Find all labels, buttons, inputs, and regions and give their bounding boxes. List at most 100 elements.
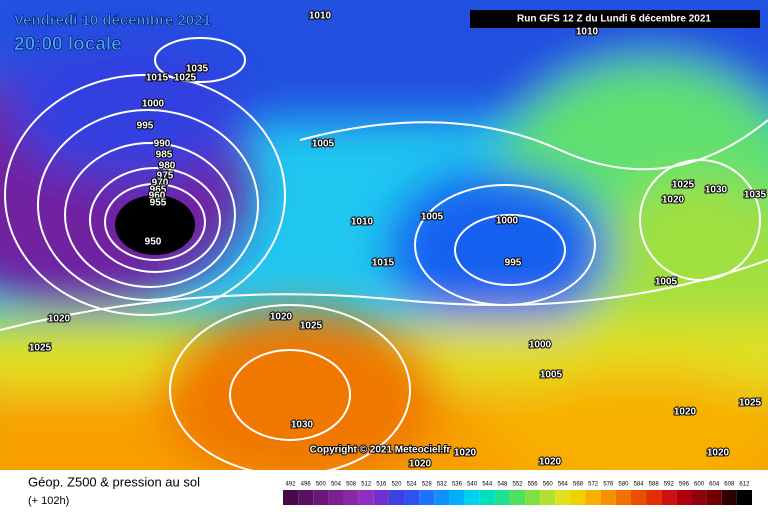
date: Vendredi 10 décembre 2021: [14, 12, 211, 29]
scale-cell: [313, 490, 329, 505]
scale-label: 552: [512, 482, 523, 488]
scale-label: 540: [467, 482, 478, 488]
scale-cell: [691, 490, 707, 505]
scale-label: 560: [543, 482, 554, 488]
isobar-label: 1025: [174, 73, 197, 84]
scale-cell: [600, 490, 616, 505]
scale-label: 524: [407, 482, 418, 488]
scale-label: 504: [331, 482, 342, 488]
isobar-label: 995: [505, 258, 522, 269]
isobar-label: 1005: [655, 277, 678, 288]
scale-label: 608: [724, 482, 735, 488]
scale-label: 492: [286, 482, 297, 488]
isobar-label: 950: [145, 237, 162, 248]
scale-label: 580: [618, 482, 629, 488]
isobar-label: 960: [149, 191, 166, 202]
scale-cell: [646, 490, 662, 505]
scale-cell: [449, 490, 465, 505]
footer-title: Géop. Z500 & pression au sol: [28, 474, 200, 489]
isobar-label: 1010: [309, 11, 332, 22]
isobar-label: 965: [150, 185, 167, 196]
isobar-label: 990: [154, 139, 171, 150]
isobar-label: 975: [157, 171, 174, 182]
isobar-label: 955: [150, 198, 167, 209]
isobar-label: 1020: [454, 448, 477, 459]
scale-cell: [661, 490, 677, 505]
copyright: Copyright © 2021 Meteociel.fr: [310, 445, 451, 456]
isobar-label: 970: [152, 178, 169, 189]
scale-cell: [630, 490, 647, 505]
isobar-label: 1000: [529, 340, 552, 351]
scale-cell: [404, 490, 420, 505]
isobar-label: 1025: [29, 343, 52, 354]
scale-label: 500: [316, 482, 327, 488]
isobar-label: 985: [156, 150, 173, 161]
isobar-label: 1005: [540, 370, 563, 381]
isobar-label: 1020: [662, 195, 685, 206]
isobar-label: 1010: [576, 27, 599, 38]
scale-cell: [585, 490, 601, 505]
scale-cell: [434, 490, 450, 505]
isobar-label: 1025: [300, 321, 323, 332]
isobar-label: 1035: [744, 190, 767, 201]
isobar-label: 1020: [707, 448, 730, 459]
scale-cell: [736, 490, 752, 505]
run-info: Run GFS 12 Z du Lundi 6 décembre 2021: [517, 14, 711, 25]
scale-label: 528: [422, 482, 433, 488]
isobar-label: 1020: [270, 312, 293, 323]
isobar-label: 1005: [421, 212, 444, 223]
isobar-label: 1035: [186, 64, 209, 75]
scale-cell: [676, 490, 692, 505]
isobar-label: 1025: [672, 180, 695, 191]
isobar-label: 1000: [142, 99, 165, 110]
isobar-label: 1010: [351, 217, 374, 228]
scale-label: 548: [497, 482, 508, 488]
scale-cell: [419, 490, 435, 505]
isobar-label: 1030: [705, 185, 728, 196]
scale-label: 556: [528, 482, 539, 488]
lead-time: (+ 102h): [28, 495, 69, 507]
isobar-label: 1020: [48, 314, 71, 325]
scale-label: 536: [452, 482, 463, 488]
scale-cell: [721, 490, 737, 505]
scale-label: 544: [482, 482, 493, 488]
scale-label: 516: [376, 482, 387, 488]
scale-label: 576: [603, 482, 614, 488]
scale-label: 600: [694, 482, 705, 488]
scale-cell: [464, 490, 480, 505]
isobar-label: 1005: [312, 139, 335, 150]
scale-label: 592: [664, 482, 675, 488]
scale-cell: [494, 490, 510, 505]
scale-label: 520: [391, 482, 402, 488]
scale-cell: [358, 490, 374, 505]
scale-label: 612: [739, 482, 750, 488]
scale-label: 512: [361, 482, 372, 488]
scale-label: 508: [346, 482, 357, 488]
scale-label: 532: [437, 482, 448, 488]
scale-label: 604: [709, 482, 720, 488]
scale-label: 584: [634, 482, 645, 488]
time: 20:00 locale: [14, 34, 122, 55]
scale-label: 496: [301, 482, 312, 488]
isobar-label: 1020: [409, 459, 432, 470]
scale-label: 572: [588, 482, 599, 488]
scale-label: 564: [558, 482, 569, 488]
isobar-label: 980: [159, 161, 176, 172]
scale-cell: [525, 490, 541, 505]
scale-cell: [343, 490, 359, 505]
scale-cell: [328, 490, 344, 505]
scale-cell: [555, 490, 571, 505]
scale-cell: [283, 490, 299, 505]
scale-cell: [615, 490, 631, 505]
isobar-label: 1020: [674, 407, 697, 418]
scale-cell: [388, 490, 405, 505]
isobar-label: 1000: [496, 216, 519, 227]
scale-label: 596: [679, 482, 690, 488]
scale-cell: [298, 490, 314, 505]
scale-cell: [509, 490, 526, 505]
isobar-label: 1025: [739, 398, 762, 409]
isobar-label: 1015: [146, 73, 169, 84]
scale-cell: [570, 490, 586, 505]
